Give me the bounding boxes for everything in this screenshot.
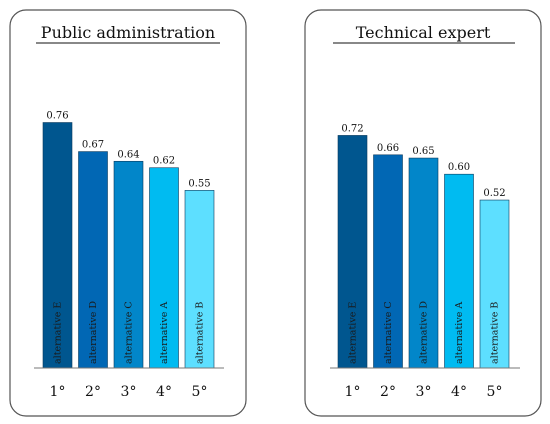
x-tick-label: 1° xyxy=(345,384,361,400)
bar-value-label: 0.72 xyxy=(341,123,363,134)
bar-name-label: alternative A xyxy=(159,302,170,364)
panel-title: Technical expert xyxy=(356,23,491,42)
bars-group: 0.76 alternative E 1° 0.67 alternative D 2° 0.… xyxy=(42,111,215,400)
bars-group: 0.72 alternative E 1° 0.66 alternative C 2° 0.… xyxy=(337,123,510,400)
panel-public-administration: Public administration 0.76 alternative E 1… xyxy=(9,9,247,417)
bar-name-label: alternative D xyxy=(88,301,99,364)
bar-value-label: 0.76 xyxy=(46,111,68,122)
bar-value-label: 0.60 xyxy=(448,162,470,173)
bar xyxy=(373,154,403,369)
bar-value-label: 0.62 xyxy=(153,156,175,167)
bar xyxy=(444,173,474,369)
bar-name-label: alternative A xyxy=(454,302,465,364)
x-tick-label: 4° xyxy=(451,384,467,400)
x-tick-label: 2° xyxy=(380,384,396,400)
bar xyxy=(184,190,215,369)
bar-name-label: alternative B xyxy=(490,302,501,364)
bar xyxy=(78,151,108,369)
bar-value-label: 0.55 xyxy=(188,178,210,189)
x-tick-label: 5° xyxy=(487,384,503,400)
x-tick-label: 3° xyxy=(121,384,137,400)
bar xyxy=(42,122,73,369)
panel-title: Public administration xyxy=(41,23,215,42)
bar-name-label: alternative D xyxy=(419,301,430,364)
x-tick-label: 2° xyxy=(85,384,101,400)
x-tick-label: 4° xyxy=(156,384,172,400)
x-tick-label: 3° xyxy=(416,384,432,400)
bar-name-label: alternative B xyxy=(195,302,206,364)
bar xyxy=(113,160,144,369)
bar xyxy=(408,157,439,369)
x-tick-label: 1° xyxy=(50,384,66,400)
bar-name-label: alternative E xyxy=(53,302,64,364)
bar-value-label: 0.52 xyxy=(483,188,505,199)
bar-value-label: 0.65 xyxy=(412,146,434,157)
bar-name-label: alternative C xyxy=(383,301,394,364)
bar-name-label: alternative E xyxy=(348,302,359,364)
bar xyxy=(337,135,368,369)
bar-value-label: 0.66 xyxy=(377,143,399,154)
bar xyxy=(479,199,510,369)
bar-name-label: alternative C xyxy=(124,301,135,364)
bar xyxy=(149,167,179,369)
panel-technical-expert: Technical expert 0.72 alternative E 1° 0.66… xyxy=(304,9,542,417)
bar-value-label: 0.64 xyxy=(117,149,139,160)
x-tick-label: 5° xyxy=(192,384,208,400)
bar-value-label: 0.67 xyxy=(82,140,104,151)
